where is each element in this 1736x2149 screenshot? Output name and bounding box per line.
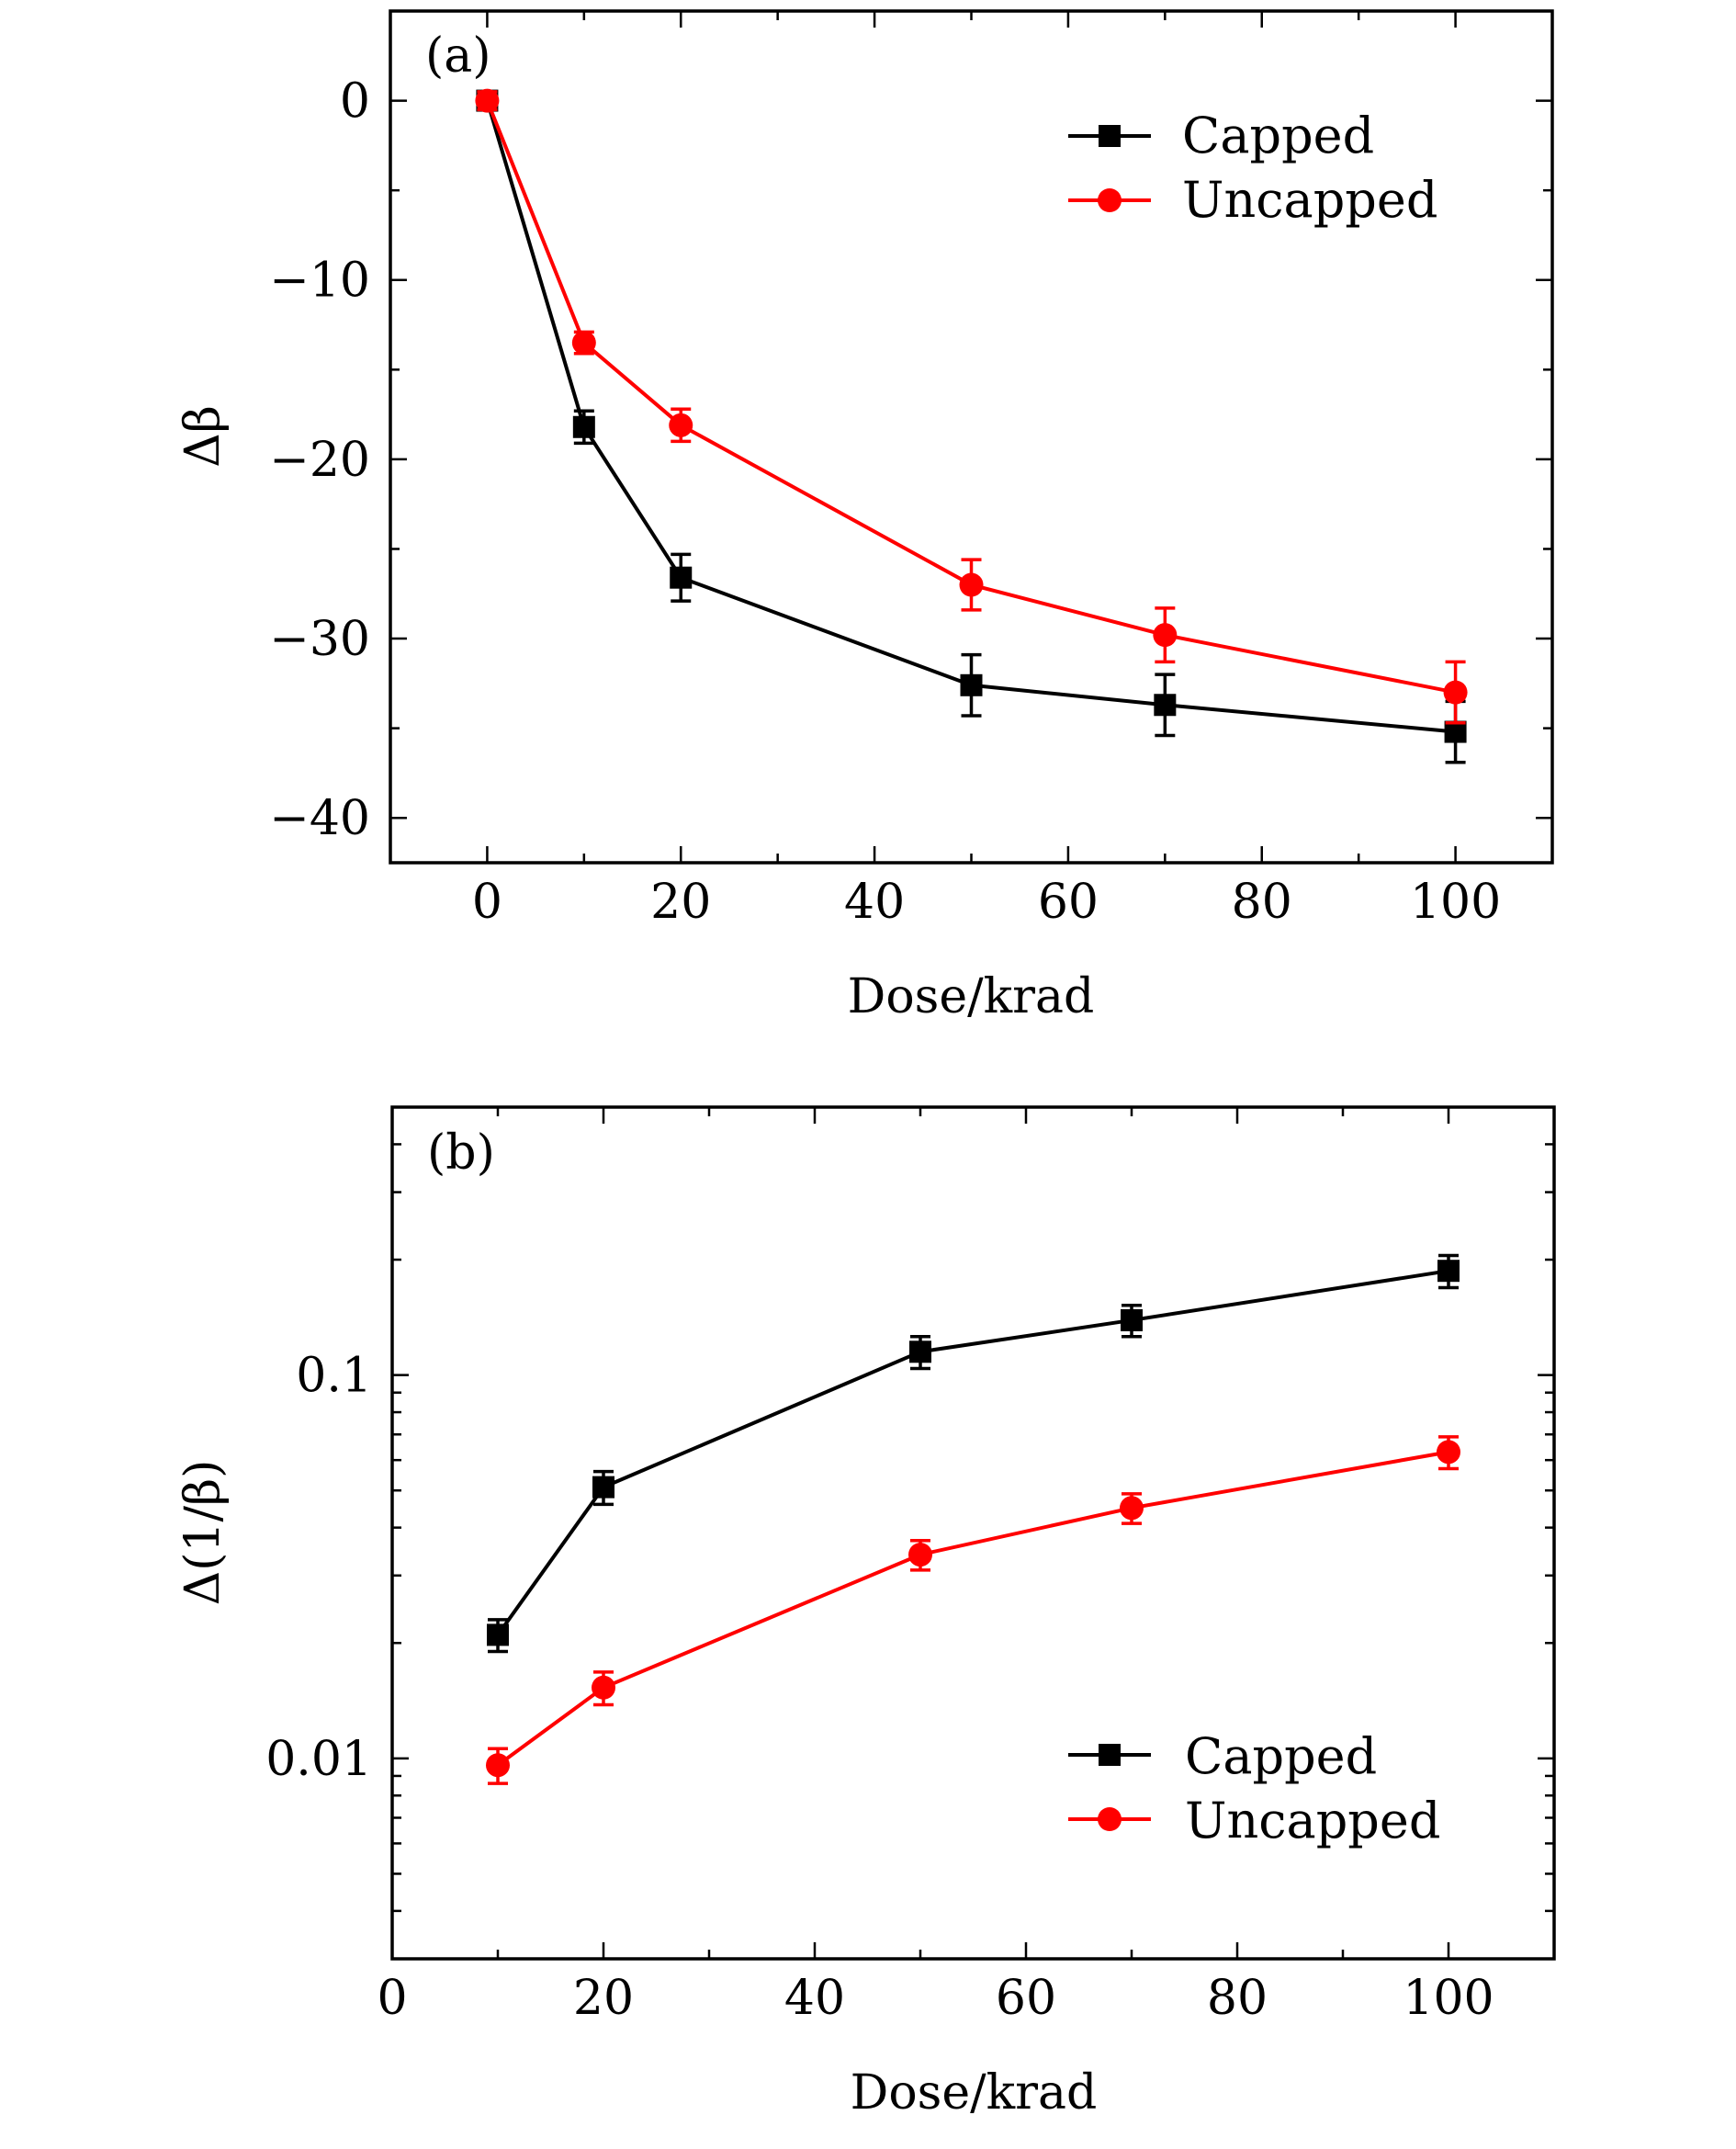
panel-label: (a)	[425, 28, 491, 84]
panel-label: (b)	[427, 1125, 495, 1181]
x-axis-label: Dose/krad	[851, 2065, 1098, 2121]
legend: Capped Uncapped	[1068, 107, 1437, 229]
legend-marker-capped	[1099, 1744, 1121, 1766]
data-point-capped	[1444, 720, 1467, 743]
data-point-capped	[487, 1623, 509, 1646]
legend-marker-uncapped	[1098, 188, 1122, 212]
x-tick-label: 100	[1403, 1971, 1494, 2026]
series-line-capped	[485, 100, 1456, 734]
legend-label-capped: Capped	[1182, 107, 1374, 164]
data-point-capped	[909, 1340, 931, 1363]
y-axis-label: Δ(1/β)	[175, 1460, 231, 1606]
data-point-uncapped	[669, 413, 693, 437]
data-point-uncapped	[1443, 680, 1468, 705]
series-line-capped	[496, 1269, 1449, 1636]
y-tick-label: −10	[269, 254, 370, 309]
x-tick-label: 40	[844, 875, 905, 930]
legend-marker-uncapped	[1098, 1807, 1122, 1831]
legend-label-uncapped: Uncapped	[1182, 171, 1437, 229]
series-uncapped	[486, 1435, 1460, 1785]
data-point-capped	[1121, 1308, 1143, 1331]
data-point-uncapped	[1120, 1496, 1144, 1521]
y-tick-label: 0	[340, 74, 370, 130]
x-tick-label: 40	[784, 1971, 845, 2026]
data-point-capped	[670, 566, 693, 589]
y-axis-label: Δβ	[175, 405, 231, 468]
y-tick-label: −20	[269, 433, 370, 488]
series-line-uncapped	[485, 99, 1456, 695]
data-point-uncapped	[1437, 1440, 1460, 1465]
data-point-uncapped	[571, 331, 596, 356]
x-axis-label: Dose/krad	[848, 969, 1095, 1024]
legend-label-uncapped: Uncapped	[1185, 1792, 1440, 1849]
y-tick-label: −30	[269, 612, 370, 667]
x-tick-label: 80	[1207, 1971, 1268, 2026]
plot-frame	[390, 1105, 1556, 1961]
data-point-uncapped	[475, 88, 500, 113]
series-uncapped	[475, 88, 1468, 725]
data-point-uncapped	[959, 572, 984, 597]
data-point-uncapped	[592, 1675, 615, 1700]
y-tick-label: 0.1	[296, 1349, 372, 1404]
plot-frame	[389, 9, 1554, 865]
x-tick-label: 0	[472, 875, 502, 930]
data-point-uncapped	[1153, 623, 1178, 648]
y-tick-label: −40	[269, 791, 370, 846]
data-point-capped	[1437, 1260, 1460, 1283]
data-point-capped	[572, 415, 595, 438]
data-point-uncapped	[908, 1543, 932, 1567]
data-point-uncapped	[486, 1753, 510, 1778]
data-point-capped	[1154, 694, 1177, 717]
x-tick-label: 60	[996, 1971, 1056, 2026]
x-tick-label: 0	[377, 1971, 407, 2026]
x-tick-label: 20	[650, 875, 711, 930]
legend-label-capped: Capped	[1185, 1727, 1377, 1785]
x-tick-label: 100	[1410, 875, 1501, 930]
data-point-capped	[592, 1476, 614, 1499]
series-capped	[487, 1253, 1460, 1654]
x-tick-label: 80	[1232, 875, 1292, 930]
y-tick-label: 0.01	[265, 1732, 372, 1787]
x-tick-label: 60	[1038, 875, 1099, 930]
data-point-capped	[960, 673, 983, 696]
x-tick-label: 20	[573, 1971, 634, 2026]
panel-b: 0 20 40 60 80 100 0.1 0.01 (b) Dose/krad Δ(1/β)…	[175, 1105, 1556, 2121]
legend-marker-capped	[1099, 125, 1121, 147]
series-line-uncapped	[496, 1450, 1449, 1767]
legend: Capped Uncapped	[1068, 1727, 1440, 1849]
